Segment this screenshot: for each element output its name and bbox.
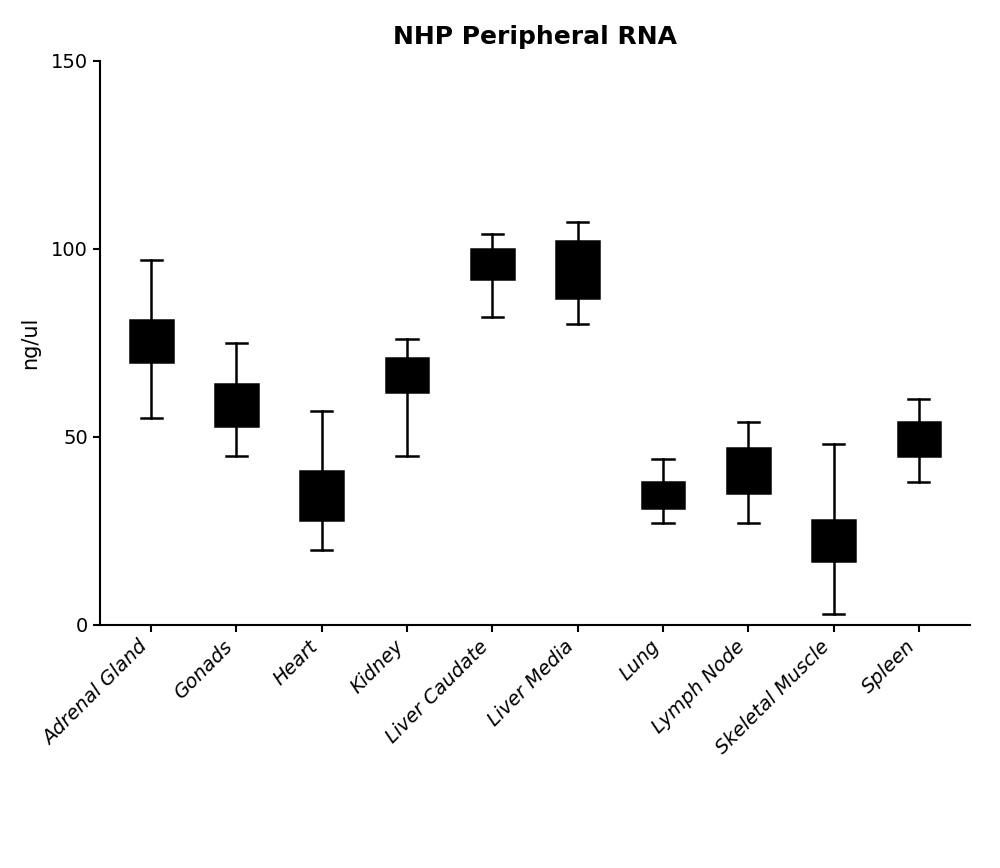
PathPatch shape xyxy=(300,470,343,520)
PathPatch shape xyxy=(812,520,855,561)
PathPatch shape xyxy=(556,241,599,298)
PathPatch shape xyxy=(471,249,514,279)
PathPatch shape xyxy=(386,358,428,391)
PathPatch shape xyxy=(898,422,940,456)
PathPatch shape xyxy=(727,448,770,493)
PathPatch shape xyxy=(130,320,173,362)
Y-axis label: ng/ul: ng/ul xyxy=(20,317,40,369)
PathPatch shape xyxy=(642,482,684,509)
PathPatch shape xyxy=(215,385,258,425)
Title: NHP Peripheral RNA: NHP Peripheral RNA xyxy=(393,25,677,49)
